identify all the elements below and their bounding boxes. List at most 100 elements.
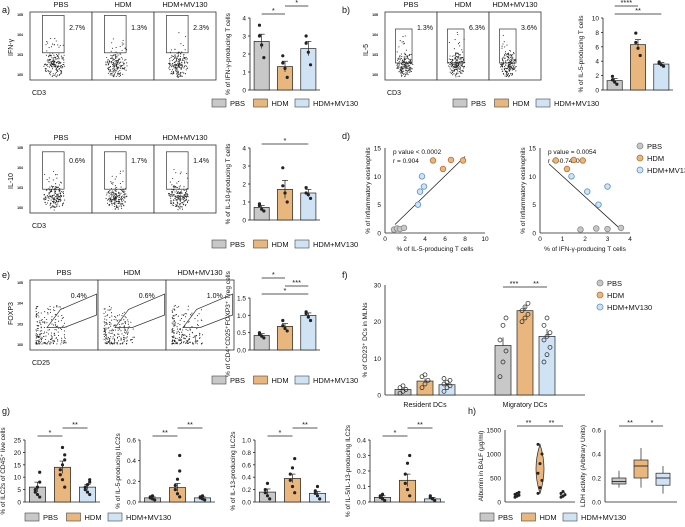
flow-event: [115, 190, 117, 192]
flow-event: [176, 68, 178, 70]
flow-event: [505, 53, 507, 55]
flow-event: [59, 192, 61, 194]
flow-event: [35, 333, 37, 335]
data-point: [497, 374, 503, 380]
flow-event: [46, 343, 48, 345]
flow-event: [454, 66, 457, 68]
flow-event: [118, 194, 121, 196]
flow-event: [45, 335, 47, 337]
flow-event: [55, 188, 57, 190]
flow-event: [510, 58, 512, 61]
flow-event: [43, 321, 45, 323]
flow-event: [452, 64, 454, 66]
flow-event: [185, 313, 187, 315]
flow-event: [110, 199, 112, 201]
flow-event: [500, 63, 502, 66]
scatter-point: [570, 156, 577, 164]
flow-group-label: HDM: [114, 133, 131, 142]
flow-event: [510, 68, 512, 70]
flow-event: [55, 204, 57, 206]
flow-event: [125, 196, 127, 198]
legend-swatch: [294, 239, 310, 249]
flow-event: [131, 342, 133, 344]
flow-event: [198, 313, 200, 315]
flow-event: [62, 342, 64, 344]
flow-event: [118, 205, 120, 207]
legend-swatch: [24, 512, 40, 522]
stat-p-value: p value = 0.0054: [548, 149, 597, 156]
flow-event: [54, 38, 56, 40]
flow-event: [504, 54, 506, 56]
legend-swatch: [253, 375, 268, 385]
flow-event: [120, 189, 122, 191]
flow-event: [178, 197, 180, 199]
flow-axis-tick: 100: [372, 73, 378, 77]
flow-event: [54, 206, 56, 208]
flow-event: [56, 174, 58, 176]
flow-event: [49, 311, 52, 313]
flow-event: [53, 60, 55, 62]
flow-event: [62, 202, 64, 205]
flow-event: [49, 343, 51, 345]
flow-event: [118, 327, 120, 329]
flow-event: [126, 333, 128, 335]
flow-event: [111, 194, 113, 196]
flow-event: [182, 56, 185, 58]
flow-event: [50, 60, 52, 62]
flow-event: [505, 75, 508, 77]
flow-event: [451, 65, 453, 67]
flow-event: [109, 340, 111, 342]
flow-event: [459, 45, 461, 47]
flow-event: [508, 54, 510, 56]
legend-swatch: [562, 512, 578, 522]
flow-event: [448, 58, 450, 60]
flow-event: [41, 343, 43, 345]
flow-event: [120, 186, 122, 188]
flow-event: [185, 35, 187, 37]
significance-label: *: [272, 6, 275, 15]
flow-event: [112, 70, 114, 73]
flow-event: [57, 203, 59, 205]
data-point: [447, 377, 453, 383]
flow-event: [54, 188, 56, 190]
flow-event: [396, 67, 398, 69]
flow-event: [49, 305, 51, 307]
data-point: [173, 483, 177, 488]
flow-event: [43, 173, 45, 175]
flow-event: [123, 327, 125, 329]
flow-event: [194, 318, 196, 320]
flow-event: [173, 305, 175, 307]
flow-event: [111, 315, 113, 317]
flow-event: [402, 64, 404, 66]
flow-event: [57, 195, 59, 197]
flow-gate: [182, 293, 233, 328]
legend-swatch: [294, 98, 310, 108]
flow-event: [114, 62, 116, 64]
flow-event: [177, 55, 179, 57]
flow-event: [60, 327, 62, 330]
flow-event: [462, 69, 464, 71]
flow-event: [407, 70, 409, 72]
y-tick-label: 10: [14, 475, 22, 482]
flow-event: [56, 205, 58, 207]
flow-event: [40, 339, 43, 341]
box: [655, 472, 671, 486]
data-point: [200, 494, 205, 498]
flow-event: [178, 193, 180, 195]
flow-event: [112, 192, 114, 194]
flow-event: [170, 66, 172, 68]
flow-event: [35, 330, 38, 332]
flow-event: [504, 46, 506, 48]
flow-event: [109, 200, 111, 202]
flow-event: [509, 54, 511, 56]
flow-event: [398, 71, 400, 73]
legend-swatch: [253, 239, 268, 249]
flow-event: [508, 66, 510, 68]
flow-event: [48, 47, 50, 49]
flow-event: [180, 198, 182, 200]
flow-event: [124, 197, 126, 199]
flow-event: [110, 62, 113, 64]
flow-event: [407, 62, 409, 64]
flow-event: [176, 331, 178, 333]
